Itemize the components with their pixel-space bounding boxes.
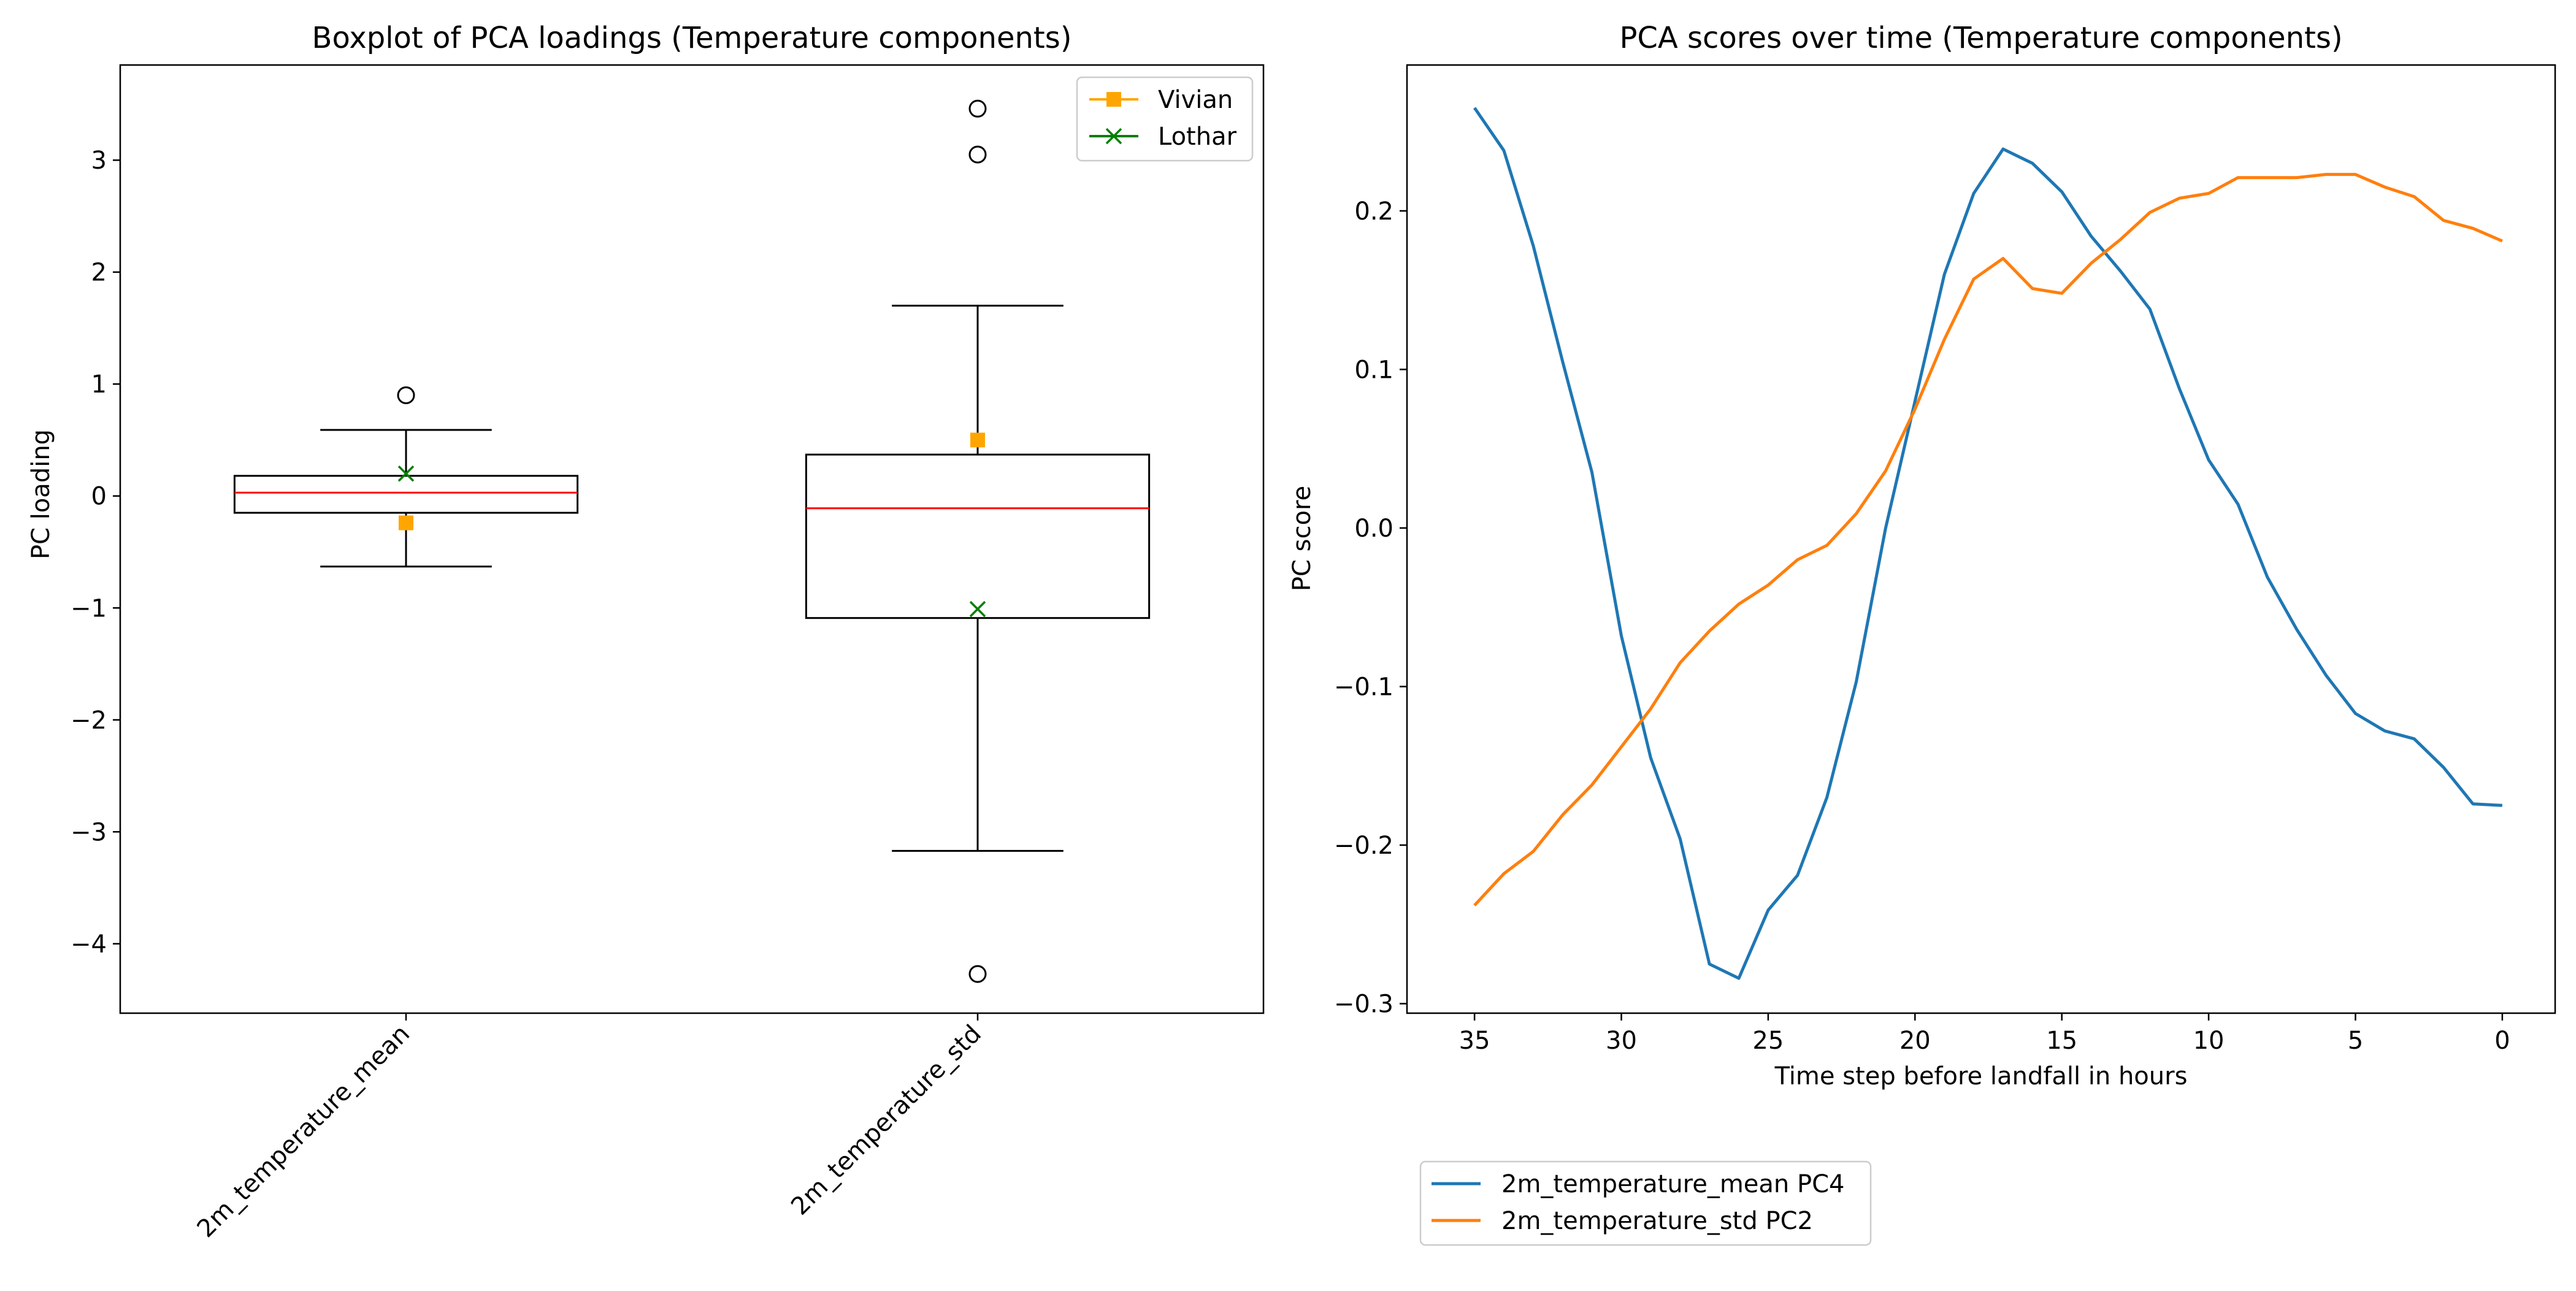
box-2m-temperature-mean — [233, 386, 579, 568]
line-chart-x-tick-label: 25 — [1752, 1027, 1784, 1055]
iqr-box — [805, 453, 1151, 619]
line-chart-x-tick-label: 0 — [2494, 1027, 2510, 1055]
line-chart-x-tick-label: 5 — [2348, 1027, 2363, 1055]
boxplot-y-tick-label: 2 — [91, 259, 107, 287]
legend-entry-vivian: Vivian — [1089, 86, 1233, 114]
boxplot-axis-ticks: −4 −3 −2 −1 0 1 2 3 2m_temperature_mean 2m_temper… — [71, 147, 987, 1243]
line-chart-y-tick-label: −0.2 — [1334, 832, 1393, 860]
boxplot-axes-frame — [119, 64, 1265, 1014]
boxplot-panel: Boxplot of PCA loadings (Temperature com… — [27, 21, 1265, 1243]
marker-lothar — [397, 465, 415, 482]
series-line-2m-temperature-mean-pc4 — [1473, 107, 2502, 980]
line-chart-panel: PCA scores over time (Temperature compon… — [1288, 21, 2556, 1246]
boxplot-plot-area — [233, 99, 1151, 983]
outlier-point — [397, 386, 415, 404]
marker-stroke — [397, 465, 415, 482]
line-chart-title: PCA scores over time (Temperature compon… — [1619, 21, 2342, 55]
boxplot-y-tick-label: −2 — [71, 707, 107, 735]
line-chart-y-tick-label: 0.0 — [1354, 515, 1393, 543]
legend-label: Vivian — [1158, 86, 1233, 114]
boxplot-y-tick-label: 1 — [91, 370, 107, 399]
marker-series-lothar — [397, 465, 986, 618]
line-chart-x-axis-label: Time step before landfall in hours — [1774, 1062, 2188, 1090]
line-chart-axes-frame — [1406, 64, 2556, 1014]
legend-label: Lothar — [1158, 123, 1237, 151]
line-chart-x-tick-label: 35 — [1459, 1027, 1490, 1055]
legend-marker — [1105, 128, 1122, 145]
marker-stroke — [969, 600, 986, 618]
line-chart-y-tick-label: 0.1 — [1354, 356, 1393, 384]
legend-entry-2m-temperature-std-pc2: 2m_temperature_std PC2 — [1432, 1207, 1813, 1235]
line-chart-x-tick-label: 10 — [2193, 1027, 2225, 1055]
boxplot-title: Boxplot of PCA loadings (Temperature com… — [312, 21, 1072, 55]
line-chart-x-tick-label: 15 — [2046, 1027, 2077, 1055]
line-chart-y-axis-label: PC score — [1288, 486, 1316, 591]
boxplot-y-tick-label: 0 — [91, 483, 107, 511]
marker-vivian — [399, 515, 413, 531]
legend-label: 2m_temperature_std PC2 — [1501, 1207, 1813, 1235]
outlier-point — [968, 99, 987, 118]
boxplot-x-tick-label: 2m_temperature_std — [786, 1020, 987, 1221]
line-chart-legend: 2m_temperature_mean PC4 2m_temperature_st… — [1419, 1160, 1872, 1246]
line-chart-x-tick-label: 30 — [1606, 1027, 1637, 1055]
marker-vivian — [970, 432, 985, 448]
legend-frame — [1419, 1160, 1872, 1246]
line-chart-x-tick-label: 20 — [1899, 1027, 1931, 1055]
boxplot-y-axis-label: PC loading — [27, 429, 55, 559]
legend-marker — [1106, 92, 1121, 107]
outlier-point — [968, 145, 987, 164]
line-chart-y-tick-label: 0.2 — [1354, 197, 1393, 226]
series-line-2m-temperature-std-pc2 — [1473, 172, 2503, 906]
boxplot-y-tick-label: 3 — [91, 147, 107, 175]
boxplot-y-tick-label: −1 — [71, 594, 107, 623]
marker-lothar — [969, 600, 986, 618]
line-chart-y-tick-label: −0.1 — [1334, 673, 1393, 701]
boxplot-y-tick-label: −4 — [71, 930, 107, 959]
marker-series-vivian — [399, 432, 985, 531]
line-chart-plot-area — [1473, 107, 2503, 980]
line-chart-axis-ticks: 35 30 25 20 15 10 5 0 −0.3 −0.2 −0.1 0.0 0.1 0.2 — [1334, 197, 2510, 1055]
boxplot-legend: Vivian Lothar — [1076, 76, 1254, 162]
boxplot-y-tick-label: −3 — [71, 818, 107, 846]
box-2m-temperature-std — [805, 99, 1151, 983]
outlier-point — [968, 965, 987, 983]
legend-label: 2m_temperature_mean PC4 — [1501, 1170, 1845, 1198]
legend-entry-2m-temperature-mean-pc4: 2m_temperature_mean PC4 — [1432, 1170, 1845, 1198]
iqr-box — [233, 475, 579, 514]
boxplot-x-tick-label: 2m_temperature_mean — [192, 1020, 415, 1243]
line-chart-y-tick-label: −0.3 — [1334, 990, 1393, 1018]
legend-entry-lothar: Lothar — [1089, 123, 1237, 151]
